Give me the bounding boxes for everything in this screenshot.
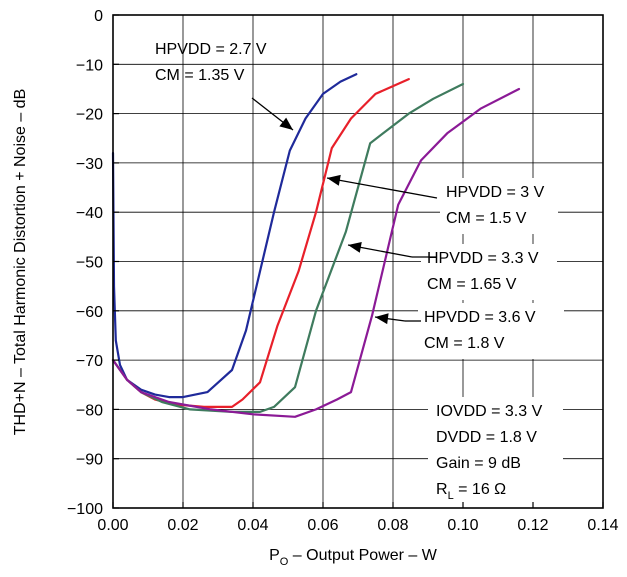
annotation-line: HPVDD = 2.7 V bbox=[155, 41, 267, 58]
x-tick-label: 0.14 bbox=[587, 517, 618, 534]
y-tick-labels: 0 −10 −20 −30 −40 −50 −60 −70 −80 −90 −100 bbox=[67, 8, 103, 518]
y-tick-label: −50 bbox=[76, 255, 103, 272]
annotation-background bbox=[440, 178, 558, 234]
pointer-hpvdd-3 bbox=[326, 177, 438, 199]
x-axis-title-rest: – Output Power – W bbox=[288, 547, 437, 564]
annotation-line: HPVDD = 3.3 V bbox=[427, 250, 539, 267]
series-line-2 bbox=[111, 77, 410, 408]
annotation-line: CM = 1.35 V bbox=[155, 67, 245, 84]
load-rest: = 16 Ω bbox=[454, 481, 506, 498]
y-tick-label: −80 bbox=[76, 402, 103, 419]
annotation-background bbox=[421, 244, 557, 300]
x-tick-label: 0.04 bbox=[237, 517, 268, 534]
conditions-background bbox=[428, 397, 563, 503]
series-lines bbox=[111, 73, 521, 418]
annotation-line: CM = 1.5 V bbox=[446, 210, 527, 227]
y-tick-label: 0 bbox=[94, 8, 103, 25]
pointer-hpvdd-3-3-head bbox=[348, 241, 362, 253]
series-line-4 bbox=[111, 87, 521, 418]
annotation-background bbox=[418, 303, 564, 359]
y-tick-label: −90 bbox=[76, 452, 103, 469]
annotation-pointers bbox=[251, 97, 438, 325]
load-main: R bbox=[436, 481, 448, 498]
axis-ticks bbox=[112, 14, 604, 509]
x-axis-title: PO – Output Power – W bbox=[269, 547, 438, 568]
load-sub: L bbox=[448, 490, 454, 502]
x-axis-title-main: P bbox=[269, 547, 280, 564]
annotation-line: HPVDD = 3 V bbox=[446, 184, 545, 201]
load-condition: RL = 16 Ω bbox=[436, 481, 506, 502]
annotations: HPVDD = 2.7 V CM = 1.35 V HPVDD = 3 V CM = … bbox=[155, 41, 545, 502]
y-tick-label: −20 bbox=[76, 107, 103, 124]
annotation-backgrounds bbox=[418, 178, 564, 503]
series-line-3 bbox=[111, 82, 465, 413]
x-tick-label: 0.00 bbox=[97, 517, 128, 534]
conditions-line: Gain = 9 dB bbox=[436, 455, 521, 472]
y-tick-label: −10 bbox=[76, 57, 103, 74]
x-tick-label: 0.10 bbox=[447, 517, 478, 534]
annotation-line: CM = 1.65 V bbox=[427, 276, 517, 293]
conditions-line: IOVDD = 3.3 V bbox=[436, 403, 543, 420]
series-line-1 bbox=[111, 73, 358, 399]
x-tick-label: 0.12 bbox=[517, 517, 548, 534]
y-tick-label: −100 bbox=[67, 501, 103, 518]
pointer-hpvdd-2-7-head bbox=[279, 117, 293, 130]
x-tick-label: 0.02 bbox=[167, 517, 198, 534]
conditions-line: DVDD = 1.8 V bbox=[436, 429, 537, 446]
pointer-hpvdd-3-6-head bbox=[375, 313, 389, 325]
x-tick-label: 0.06 bbox=[307, 517, 338, 534]
pointer-hpvdd-3-head bbox=[327, 174, 341, 186]
y-axis-title: THD+N – Total Harmonic Distortion + Nois… bbox=[12, 89, 29, 436]
x-tick-label: 0.08 bbox=[377, 517, 408, 534]
y-tick-label: −30 bbox=[76, 156, 103, 173]
y-tick-label: −70 bbox=[76, 353, 103, 370]
x-axis-title-sub: O bbox=[280, 556, 289, 568]
y-tick-label: −40 bbox=[76, 205, 103, 222]
annotation-line: HPVDD = 3.6 V bbox=[424, 309, 536, 326]
annotation-line: CM = 1.8 V bbox=[424, 335, 505, 352]
y-tick-label: −60 bbox=[76, 304, 103, 321]
x-tick-labels: 0.00 0.02 0.04 0.06 0.08 0.10 0.12 0.14 bbox=[97, 517, 618, 534]
